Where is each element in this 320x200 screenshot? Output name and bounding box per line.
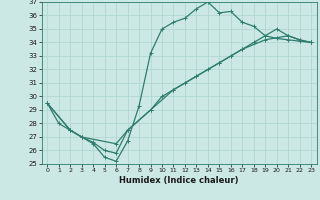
- X-axis label: Humidex (Indice chaleur): Humidex (Indice chaleur): [119, 176, 239, 185]
